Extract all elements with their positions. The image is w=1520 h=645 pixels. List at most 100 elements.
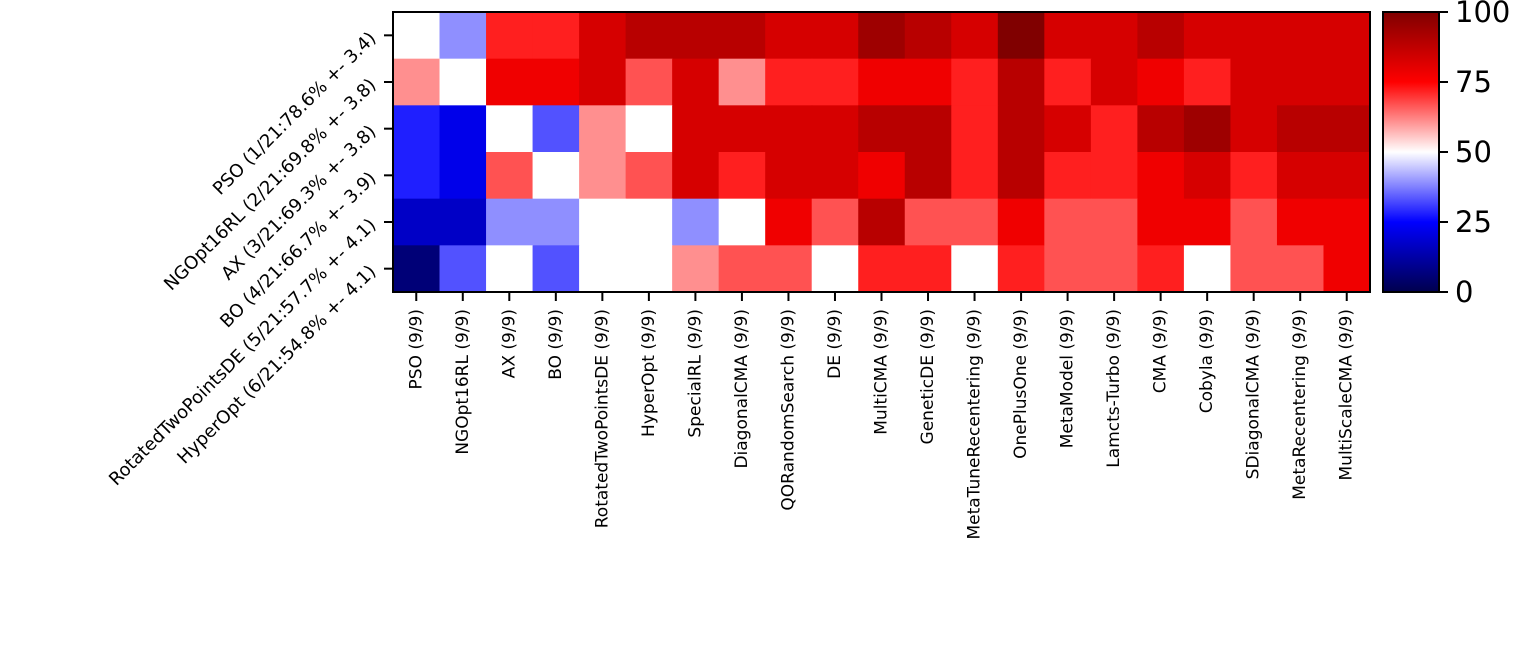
heatmap-cell [765,198,813,246]
heatmap-cell [951,198,999,246]
heatmap-cell [718,152,766,200]
heatmap-cell [904,12,952,60]
heatmap-cell [1044,58,1092,106]
colorbar-tick-label: 75 [1455,65,1492,99]
heatmap-cell [858,58,906,106]
column-label: MultiScaleCMA (9/9) [1337,309,1357,481]
heatmap-cell [672,152,720,200]
heatmap-cell [904,58,952,106]
heatmap-cell [811,12,859,60]
heatmap-cell [532,58,580,106]
column-ticks: PSO (9/9) NGOpt16RL (9/9) AX (9/9) BO (9/9)… [406,292,1357,540]
heatmap-cell [579,105,627,153]
heatmap-cell [439,105,487,153]
heatmap-cell [393,12,441,60]
heatmap-cell [1044,12,1092,60]
heatmap-cell [1044,152,1092,200]
heatmap-cell [1137,105,1185,153]
heatmap-cell [718,58,766,106]
heatmap-cell [1183,152,1232,200]
column-label: GeneticDE (9/9) [918,309,938,444]
heatmap-cell [1090,152,1138,200]
heatmap-cell [997,12,1045,60]
column-label: MultiCMA (9/9) [872,309,892,435]
heatmap-cell [1044,245,1092,293]
heatmap-cell [393,245,441,293]
heatmap-cell [1323,245,1371,293]
heatmap-cell [579,198,627,246]
column-label: CMA (9/9) [1151,309,1171,393]
column-label: BO (9/9) [546,309,566,380]
column-label: Lamcts-Turbo (9/9) [1104,309,1124,468]
heatmap-cell [579,245,627,293]
heatmap-cells [393,12,1371,293]
heatmap-cell [765,105,813,153]
colorbar-tick-label: 0 [1455,275,1473,309]
heatmap-cell [765,58,813,106]
heatmap-cell [1090,198,1138,246]
heatmap-cell [532,198,580,246]
heatmap-cell [532,152,580,200]
heatmap-cell [1276,245,1325,293]
heatmap-cell [672,58,720,106]
heatmap-cell [1090,245,1138,293]
heatmap-cell [1230,245,1278,293]
heatmap-cell [1276,152,1325,200]
heatmap-cell [1090,58,1138,106]
heatmap-cell [1230,198,1278,246]
heatmap-cell [1137,245,1185,293]
colorbar [1382,11,1440,293]
heatmap-cell [1323,198,1371,246]
heatmap-cell [1230,152,1278,200]
heatmap-cell [858,12,906,60]
heatmap-cell [718,245,766,293]
column-label: Cobyla (9/9) [1197,309,1217,413]
colorbar-tick-label: 50 [1455,135,1492,169]
heatmap-cell [439,12,487,60]
heatmap-cell [858,198,906,246]
heatmap-cell [1137,198,1185,246]
column-label: SDiagonalCMA (9/9) [1244,309,1264,479]
heatmap-cell [1230,12,1278,60]
heatmap-cell [811,198,859,246]
heatmap-cell [439,58,487,106]
heatmap-cell [718,105,766,153]
heatmap-cell [951,152,999,200]
heatmap-cell [951,12,999,60]
colorbar-tick-label: 25 [1455,205,1492,239]
heatmap-cell [625,152,673,200]
heatmap-cell [439,198,487,246]
column-label: MetaTuneRecentering (9/9) [965,309,985,540]
colorbar-ticks: 0 25 50 75 100 [1439,0,1510,309]
heatmap-cell [1230,105,1278,153]
heatmap-cell [672,105,720,153]
column-label: DE (9/9) [825,309,845,379]
heatmap-cell [718,12,766,60]
heatmap-cell [672,198,720,246]
heatmap-cell [1183,245,1232,293]
heatmap-cell [1323,105,1371,153]
heatmap-cell [393,152,441,200]
heatmap-cell [718,198,766,246]
heatmap-cell [532,12,580,60]
heatmap-cell [439,152,487,200]
heatmap-cell [904,152,952,200]
heatmap-cell [1276,58,1325,106]
heatmap-cell [811,152,859,200]
colorbar-tick-label: 100 [1455,0,1510,29]
heatmap-cell [951,245,999,293]
column-label: PSO (9/9) [406,309,426,389]
heatmap-cell [997,58,1045,106]
column-label: DiagonalCMA (9/9) [732,309,752,469]
heatmap-cell [672,12,720,60]
heatmap-cell [1276,12,1325,60]
heatmap-cell [858,152,906,200]
heatmap-cell [486,152,534,200]
heatmap-cell [532,245,580,293]
heatmap-cell [811,58,859,106]
heatmap-cell [811,245,859,293]
heatmap-cell [904,198,952,246]
column-label: RotatedTwoPointsDE (9/9) [592,309,612,528]
heatmap-cell [439,245,487,293]
